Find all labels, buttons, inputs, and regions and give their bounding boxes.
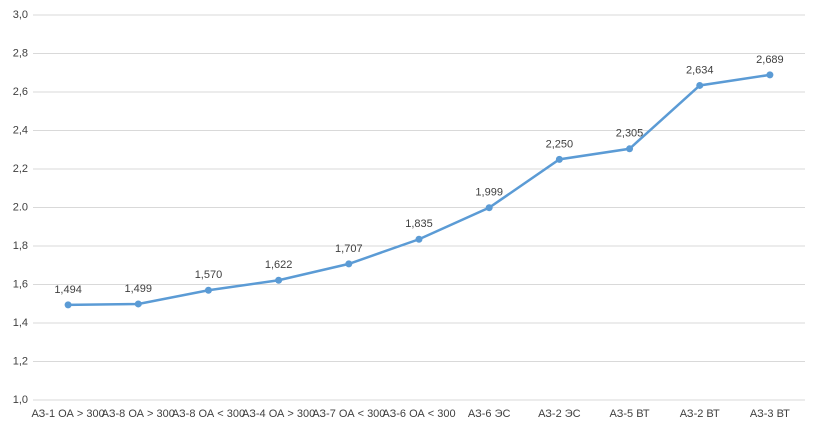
value-label: 1,622 xyxy=(265,259,293,271)
point xyxy=(275,276,283,284)
y-tick-label: 2,8 xyxy=(13,47,28,59)
point xyxy=(204,286,212,294)
value-label: 1,999 xyxy=(475,187,503,199)
point xyxy=(415,235,423,243)
x-tick-label: АЗ-1 ОА > 300 xyxy=(31,408,104,420)
point xyxy=(626,145,634,153)
value-label: 1,494 xyxy=(54,284,82,296)
series-line xyxy=(68,73,771,307)
value-label: 2,305 xyxy=(616,128,644,140)
y-tick-label: 2.0 xyxy=(13,201,28,213)
value-label: 1,835 xyxy=(405,218,433,230)
x-tick-label: АЗ-6 ОА < 300 xyxy=(382,408,455,420)
x-tick-label: АЗ-5 ВТ xyxy=(610,408,650,420)
value-label: 1,499 xyxy=(125,283,153,295)
value-label: 2,634 xyxy=(686,64,714,76)
y-tick-label: 1,4 xyxy=(13,317,28,329)
value-label: 1,707 xyxy=(335,243,363,255)
point xyxy=(485,204,493,212)
x-tick-label: АЗ-7 ОА < 300 xyxy=(312,408,385,420)
point xyxy=(555,155,563,163)
point xyxy=(696,81,704,89)
y-tick-label: 1,2 xyxy=(13,355,28,367)
point xyxy=(134,300,142,308)
x-tick-label: АЗ-8 ОА > 300 xyxy=(102,408,175,420)
x-tick-label: АЗ-8 ОА < 300 xyxy=(172,408,245,420)
value-label: 2,689 xyxy=(756,54,784,66)
y-tick-label: 1,0 xyxy=(13,394,28,406)
y-tick-label: 1,6 xyxy=(13,278,28,290)
x-tick-label: АЗ-4 ОА > 300 xyxy=(242,408,315,420)
y-tick-label: 2,2 xyxy=(13,163,28,175)
value-label: 1,570 xyxy=(195,269,223,281)
x-tick-label: АЗ-2 ВТ xyxy=(680,408,720,420)
x-tick-label: АЗ-2 ЭС xyxy=(538,408,581,420)
y-tick-label: 1,8 xyxy=(13,240,28,252)
y-tick-label: 2,4 xyxy=(13,124,28,136)
point xyxy=(64,301,72,309)
x-tick-label: АЗ-6 ЭС xyxy=(468,408,511,420)
x-tick-label: АЗ-3 ВТ xyxy=(750,408,790,420)
value-label: 2,250 xyxy=(546,138,574,150)
y-tick-label: 3,0 xyxy=(13,9,28,21)
y-tick-label: 2,6 xyxy=(13,86,28,98)
point xyxy=(766,71,774,79)
point xyxy=(345,260,353,268)
